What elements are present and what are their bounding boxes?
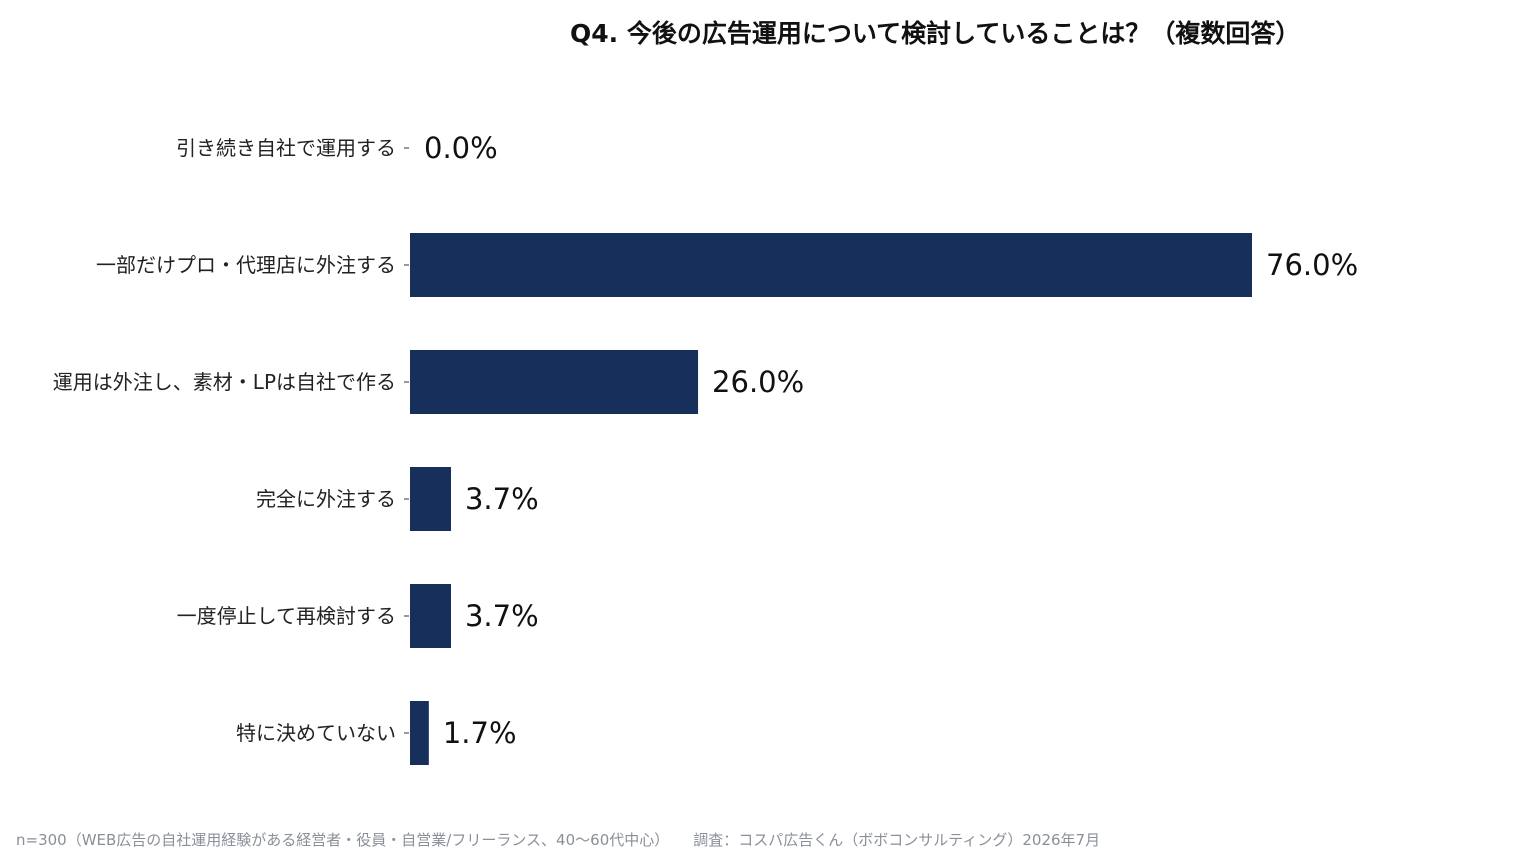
- chart-title: Q4. 今後の広告運用について検討していることは？（複数回答）: [570, 19, 1301, 48]
- category-label: 引き続き自社で運用する: [176, 136, 396, 160]
- category-label: 一部だけプロ・代理店に外注する: [96, 253, 396, 277]
- sample-note: n=300（WEB広告の自社運用経験がある経営者・役員・自営業/フリーランス、4…: [16, 831, 670, 849]
- bar: [410, 350, 699, 414]
- bar: [410, 584, 451, 648]
- value-label: 76.0%: [1266, 248, 1358, 282]
- chart-footer: n=300（WEB広告の自社運用経験がある経営者・役員・自営業/フリーランス、4…: [16, 829, 1100, 850]
- value-label: 0.0%: [424, 131, 498, 165]
- bar: [410, 701, 429, 765]
- bar: [410, 467, 451, 531]
- bar: [410, 233, 1252, 297]
- value-label: 1.7%: [443, 716, 517, 750]
- category-label: 特に決めていない: [236, 721, 396, 745]
- value-label: 26.0%: [712, 365, 804, 399]
- value-label: 3.7%: [465, 599, 539, 633]
- category-label: 完全に外注する: [256, 487, 396, 511]
- value-label: 3.7%: [465, 482, 539, 516]
- category-label: 運用は外注し、素材・LPは自社で作る: [53, 370, 396, 394]
- source-note: 調査：コスパ広告くん（ボボコンサルティング）2026年7月: [693, 831, 1101, 849]
- category-label: 一度停止して再検討する: [177, 604, 396, 628]
